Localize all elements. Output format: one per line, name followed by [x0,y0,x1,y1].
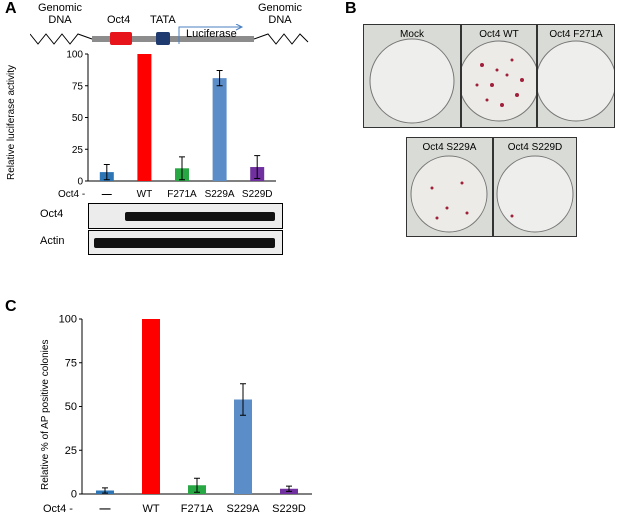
x-tick-label-3: S229A [205,189,235,200]
plate-s229d-dish [496,155,574,233]
x-tick-label-1: WT [137,189,153,200]
construct-backbone [92,36,254,42]
y-tick-label-50: 50 [65,401,77,413]
genomic-left-zigzag [30,33,93,45]
plate-label-mock: Mock [400,29,424,40]
y-tick-label-100: 100 [66,50,83,61]
x-tick-label-3: S229A [226,503,260,515]
luciferase-chart: 0 25 50 75 100 — WT F271A S229A S229D Oct4 - [58,50,276,200]
plate-label-s229a: Oct4 S229A [422,142,477,153]
genomic-dna-right-label: Genomic DNA [257,2,303,26]
genomic-right-zigzag [253,33,309,45]
y-tick-label-75: 75 [65,357,77,369]
transcription-arrow [178,26,242,44]
plate-wt-dish [462,40,536,122]
x-tick-label-1: WT [142,503,159,515]
x-tick-label-0: — [102,189,112,200]
plate-wt: Oct4 WT [461,24,537,128]
plate-label-f271a: Oct4 F271A [549,29,603,40]
bar-3 [234,399,252,494]
bar-1 [137,54,152,181]
x-tick-label-2: F271A [181,503,214,515]
plate-label-wt: Oct4 WT [479,29,519,40]
bar-1 [142,319,160,494]
y-tick-label-100: 100 [59,314,77,326]
luciferase-label: Luciferase [186,28,237,40]
plate-s229d: Oct4 S229D [493,137,577,237]
plate-f271a-dish [538,40,614,122]
oct4-site-box [110,32,132,45]
x-tick-label-0: — [100,503,111,515]
plate-mock-dish [369,38,455,124]
genomic-dna-left-label: Genomic DNA [37,2,83,26]
x-tick-label-2: F271A [167,189,197,200]
y-tick-label-25: 25 [72,145,84,156]
y-tick-label-25: 25 [65,445,77,457]
plate-f271a: Oct4 F271A [537,24,615,128]
x-tick-label-4: S229D [242,189,273,200]
actin-blot [88,230,283,255]
row-label: Oct4 - [43,503,73,515]
plate-s229a: Oct4 S229A [406,137,493,237]
panel-label-a: A [5,0,17,17]
y-tick-label-0: 0 [77,177,83,188]
oct4-blot-label: Oct4 [40,208,64,220]
plate-mock: Mock [363,24,461,128]
bar-3 [212,78,227,181]
x-tick-label-4: S229D [272,503,306,515]
plate-label-s229d: Oct4 S229D [507,142,563,153]
y-tick-label-0: 0 [71,489,77,501]
plate-s229a-dish [410,155,488,233]
y-tick-label-75: 75 [72,81,84,92]
transcription-arrow-head [235,24,244,31]
actin-blot-label: Actin [40,235,65,247]
tata-box [156,32,170,45]
construct-svg [30,24,309,45]
oct4-site-label: Oct4 [107,14,131,26]
actin-bands [94,238,275,248]
oct4-bands [125,212,275,221]
row-label: Oct4 - [58,189,85,200]
panel-label-b: B [345,0,357,17]
panel-label-c: C [5,298,17,315]
oct4-blot [88,203,283,229]
y-tick-label-50: 50 [72,113,84,124]
tata-label: TATA [150,14,176,26]
